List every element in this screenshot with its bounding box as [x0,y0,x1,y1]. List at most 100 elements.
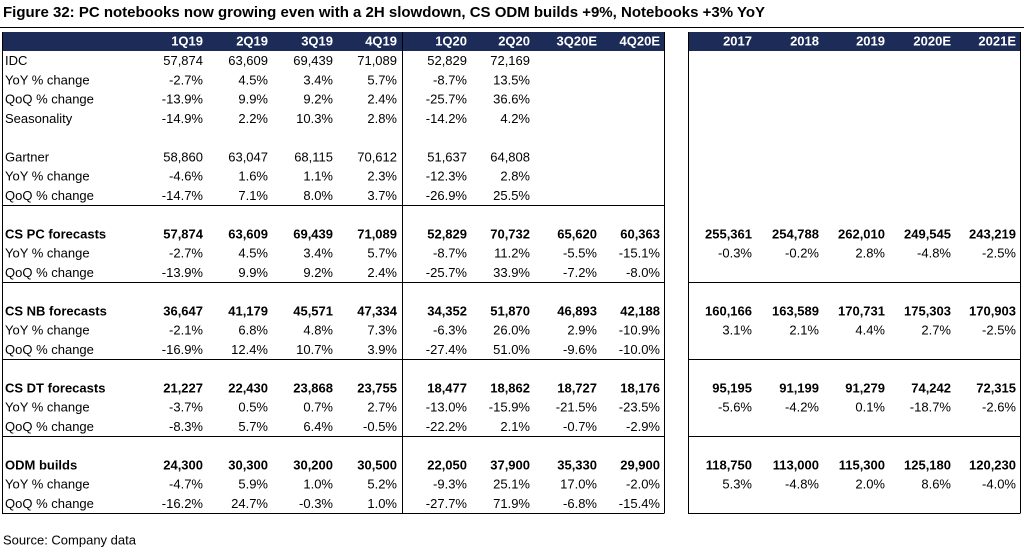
cell: 5.7% [367,72,397,87]
cell: 7.1% [238,188,268,203]
cell: -16.2% [162,496,204,511]
cell: 71,089 [357,53,397,68]
cell: 175,303 [904,303,951,318]
cell: 2.0% [855,477,885,492]
column-header: 2Q20 [498,33,530,48]
cell: 18,862 [490,380,530,395]
cell: -15.1% [619,246,661,261]
cell: 2.4% [367,265,397,280]
cell: 51,637 [427,149,467,164]
cell: 25.5% [493,188,530,203]
cell: -18.7% [910,400,952,415]
cell: 71.9% [493,496,530,511]
cell: 4.2% [500,111,530,126]
cell: -15.4% [619,496,661,511]
column-header: 1Q20 [435,33,467,48]
cell: 63,609 [228,226,268,241]
cell: -12.3% [426,169,468,184]
cell: -4.0% [982,477,1016,492]
cell: 26.0% [493,323,530,338]
cell: 5.2% [367,477,397,492]
cell: 0.1% [855,400,885,415]
cell: 30,200 [293,457,333,472]
cell: -23.5% [619,400,661,415]
column-header: 2017 [723,33,752,48]
cell: 34,352 [427,303,467,318]
cell: -4.8% [917,246,951,261]
cell: 70,732 [490,226,530,241]
cell: 4.5% [238,72,268,87]
year-header-band [688,32,1020,51]
cell: 4.4% [855,323,885,338]
cell: -0.2% [785,246,819,261]
cell: 24.7% [231,496,268,511]
cell: 115,300 [839,457,885,472]
cell: 30,300 [228,457,268,472]
cell: 25.1% [493,477,530,492]
cell: 9.2% [303,265,333,280]
cell: 18,477 [427,380,467,395]
cell: 64,808 [490,149,530,164]
cell: 63,047 [228,149,268,164]
row-label: Gartner [5,149,50,164]
cell: 2.8% [500,169,530,184]
row-label: CS PC forecasts [5,226,106,241]
cell: -14.2% [426,111,468,126]
cell: 24,300 [163,457,203,472]
row-label: YoY % change [5,323,90,338]
column-header: 1Q19 [171,33,203,48]
cell: 13.5% [493,72,530,87]
cell: 3.1% [722,323,752,338]
row-label: YoY % change [5,72,90,87]
cell: 58,860 [163,149,203,164]
row-label: QoQ % change [5,342,94,357]
cell: -2.0% [626,477,660,492]
cell: 46,893 [557,303,597,318]
cell: 22,430 [228,380,268,395]
cell: 249,545 [904,226,951,241]
row-label: IDC [5,53,27,68]
cell: -2.1% [169,323,203,338]
column-header: 4Q19 [365,33,397,48]
cell: 36,647 [163,303,203,318]
cell: -13.9% [162,265,204,280]
cell: 125,180 [904,457,951,472]
cell: 2.1% [789,323,819,338]
cell: -2.6% [982,400,1016,415]
row-label: YoY % change [5,246,90,261]
cell: 18,176 [620,380,660,395]
cell: 30,500 [357,457,397,472]
cell: -2.5% [982,323,1016,338]
cell: 2.1% [500,419,530,434]
cell: -16.9% [162,342,204,357]
cell: 2.3% [367,169,397,184]
cell: 57,874 [163,53,203,68]
cell: 5.7% [238,419,268,434]
column-header: 3Q20E [557,33,598,48]
cell: 3.7% [367,188,397,203]
cell: 8.0% [303,188,333,203]
cell: 1.1% [303,169,333,184]
cell: 254,788 [772,226,819,241]
cell: 33.9% [493,265,530,280]
row-label: CS NB forecasts [5,303,107,318]
cell: -13.9% [162,92,204,107]
cell: 1.0% [303,477,333,492]
cell: 3.4% [303,246,333,261]
cell: -9.6% [563,342,597,357]
cell: 160,166 [705,303,752,318]
cell: -4.8% [785,477,819,492]
cell: -8.3% [169,419,203,434]
cell: -27.7% [426,496,468,511]
cell: 51,870 [490,303,530,318]
cell: 0.7% [303,400,333,415]
cell: 5.7% [367,246,397,261]
row-label: QoQ % change [5,265,94,280]
cell: -21.5% [556,400,598,415]
row-label: CS DT forecasts [5,380,105,395]
cell: 91,279 [845,380,885,395]
cell: 9.9% [238,92,268,107]
cell: -10.9% [619,323,661,338]
cell: 23,868 [293,380,333,395]
